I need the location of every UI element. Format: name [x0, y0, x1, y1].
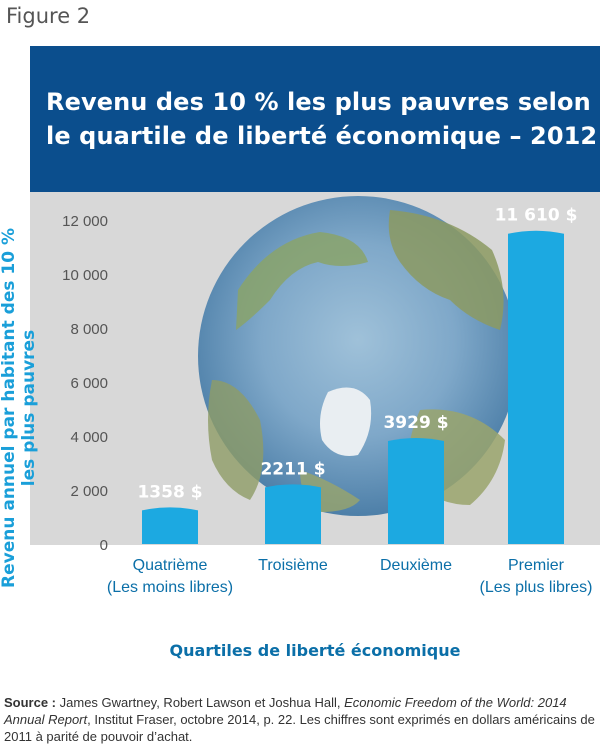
globe-map-illustration: [198, 196, 518, 516]
figure-label: Figure 2: [6, 4, 91, 28]
y-tick-label: 4 000: [70, 429, 108, 446]
bar: [508, 230, 564, 544]
source-publication: Economic Freedom of the World: 2014 Annu…: [4, 695, 567, 727]
x-category-label: Troisième: [258, 557, 328, 574]
x-axis-categories: Quatrième (Les moins libres) Troisième Deux…: [107, 557, 593, 596]
y-tick-label: 2 000: [70, 483, 108, 500]
source-authors: James Gwartney, Robert Lawson et Joshua …: [59, 695, 341, 710]
y-tick-label: 0: [100, 537, 108, 554]
bar: [265, 484, 321, 544]
bar-value-label: 11 610 $: [495, 206, 578, 226]
data-labels: 1358 $ 2211 $ 3929 $ 11 610 $: [137, 206, 577, 503]
y-tick-label: 10 000: [62, 267, 108, 284]
y-tick-label: 8 000: [70, 321, 108, 338]
bar-value-label: 2211 $: [260, 459, 325, 479]
source-note: Source : James Gwartney, Robert Lawson e…: [4, 694, 604, 745]
chart-title-line-1: Revenu des 10 % les plus pauvres selon: [46, 88, 591, 116]
x-category-label: Quatrième: [133, 557, 208, 574]
bar-value-label: 3929 $: [383, 413, 448, 433]
x-category-label: (Les plus libres): [480, 579, 593, 596]
x-category-label: Premier: [508, 557, 565, 574]
bar-value-label: 1358 $: [137, 482, 202, 502]
x-category-label: (Les moins libres): [107, 579, 233, 596]
x-axis-title: Quartiles de liberté économique: [169, 641, 461, 660]
bar: [388, 437, 444, 544]
y-tick-label: 6 000: [70, 375, 108, 392]
y-axis: 0 2 000 4 000 6 000 8 000 10 000 12 000: [62, 213, 108, 554]
chart-title-line-2: le quartile de liberté économique – 2012: [46, 122, 598, 150]
chart-title-banner: Revenu des 10 % les plus pauvres selon l…: [30, 46, 600, 192]
source-label: Source :: [4, 695, 57, 710]
bar-series: [142, 230, 564, 544]
y-tick-label: 12 000: [62, 213, 108, 230]
bar: [142, 507, 198, 544]
y-axis-title: Revenu annuel par habitant des 10 % les …: [0, 227, 39, 588]
source-details: , Institut Fraser, octobre 2014, p. 22. …: [4, 712, 595, 744]
x-category-label: Deuxième: [380, 557, 452, 574]
